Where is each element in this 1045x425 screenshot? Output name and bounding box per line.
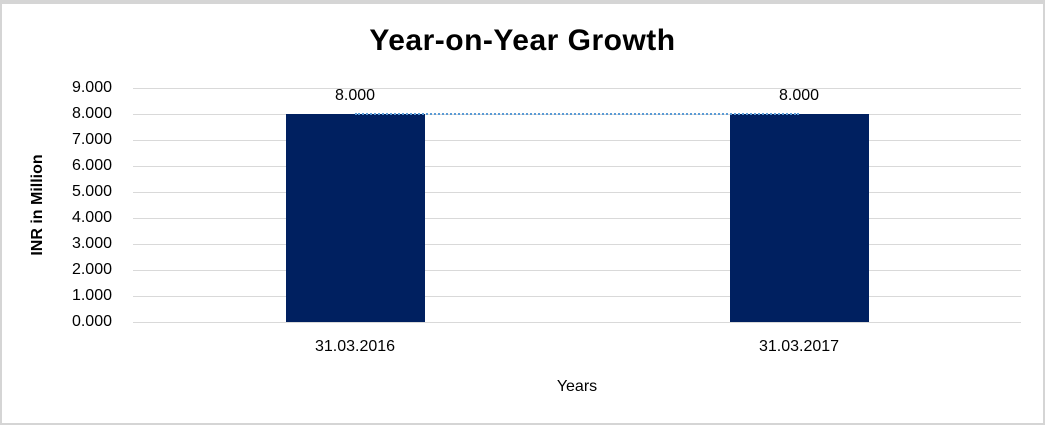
- y-tick-label: 8.000: [71, 105, 112, 122]
- y-tick-label: 6.000: [71, 157, 112, 174]
- x-axis-tick-labels: 31.03.2016 31.03.2017: [133, 338, 1021, 360]
- x-axis-title: Years: [556, 378, 598, 395]
- gridline: [133, 88, 1021, 89]
- bar-value-label: 8.000: [778, 87, 820, 104]
- gridline: [133, 218, 1021, 219]
- y-tick-label: 7.000: [71, 131, 112, 148]
- bar-value-label: 8.000: [334, 87, 376, 104]
- gridline: [133, 140, 1021, 141]
- gridline: [133, 166, 1021, 167]
- gridline: [133, 192, 1021, 193]
- chart-title: Year-on-Year Growth: [369, 24, 676, 57]
- y-tick-label: 2.000: [71, 261, 112, 278]
- bar-31.03.2017: [729, 114, 869, 322]
- plot-area: 8.000 8.000: [133, 87, 1021, 323]
- y-tick-label: 5.000: [71, 183, 112, 200]
- y-tick-label: 1.000: [71, 287, 112, 304]
- y-axis-tick-labels: 0.000 1.000 2.000 3.000 4.000 5.000 6.000 7.000…: [2, 79, 112, 330]
- bar-31.03.2016: [285, 114, 425, 322]
- y-tick-label: 3.000: [71, 235, 112, 252]
- x-tick-label: 31.03.2016: [314, 338, 396, 355]
- x-tick-label: 31.03.2017: [758, 338, 840, 355]
- y-tick-label: 0.000: [71, 313, 112, 330]
- gridline: [133, 244, 1021, 245]
- gridline: [133, 296, 1021, 297]
- trend-dotted-line: [355, 113, 799, 115]
- gridline: [133, 270, 1021, 271]
- gridline: [133, 322, 1021, 323]
- y-tick-label: 9.000: [71, 79, 112, 96]
- y-tick-label: 4.000: [71, 209, 112, 226]
